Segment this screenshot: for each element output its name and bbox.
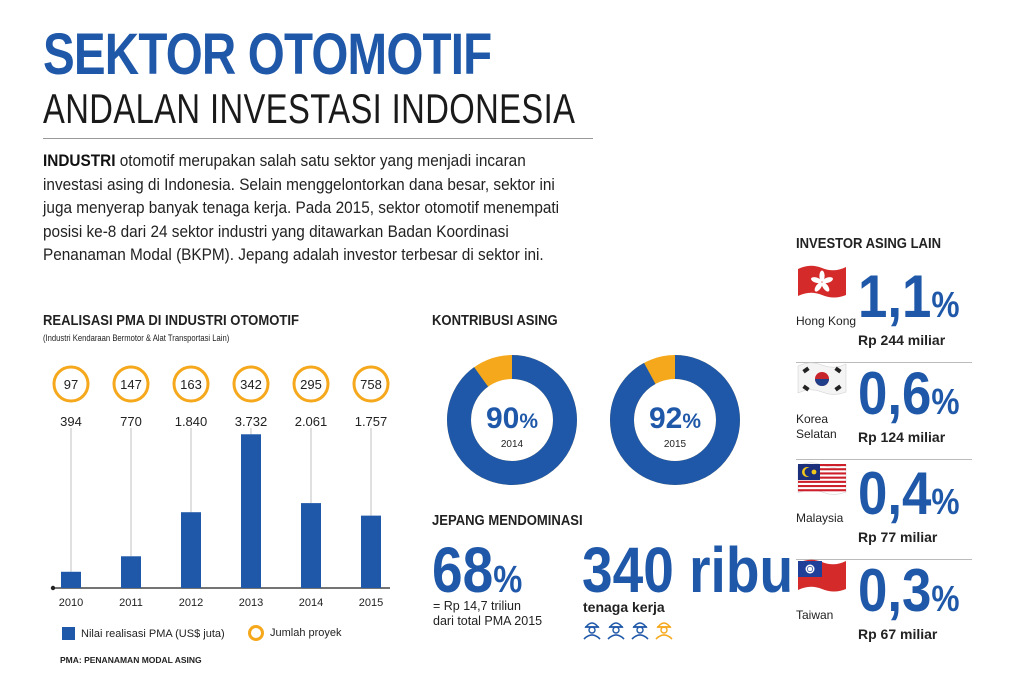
- page-title: SEKTOR OTOMOTIF: [43, 22, 492, 87]
- project-count-2014: 295: [300, 377, 322, 392]
- jepang-workers-caption: tenaga kerja: [583, 599, 665, 615]
- project-ring-2015: [352, 365, 390, 403]
- investor-share: 0,3%: [858, 557, 960, 624]
- investor-country: Taiwan: [796, 608, 834, 622]
- investor-country-label: Hong Kong: [796, 314, 856, 329]
- pma-bar-chart: 97 394 2010 147 770 2011 163 1.840 2012 342 3.732 2…: [50, 365, 390, 609]
- project-ring-2012: [172, 365, 210, 403]
- investor-country: Selatan: [796, 427, 837, 441]
- worker-icon: [583, 622, 601, 640]
- worker-icons: [582, 618, 674, 640]
- bar-value-2015: 1.757: [355, 414, 388, 429]
- donut-2015-value: 92%: [648, 402, 702, 435]
- legend-bar-label: Nilai realisasi PMA (US$ juta): [81, 627, 225, 640]
- jepang-heading: JEPANG MENDOMINASI: [432, 513, 583, 529]
- donut-foreign-segment: [610, 355, 740, 485]
- investor-divider: [796, 559, 972, 560]
- x-tick-2014: 2014: [299, 597, 323, 609]
- intro-text: otomotif merupakan salah satu sektor yan…: [43, 152, 560, 264]
- investor-amount: Rp 77 miliar: [858, 529, 938, 545]
- donut-2014-year: 2014: [500, 439, 524, 450]
- investor-country-label: Taiwan: [796, 608, 833, 623]
- worker-icon: [655, 622, 673, 640]
- x-tick-2011: 2011: [119, 597, 143, 609]
- project-ring-2011: [112, 365, 150, 403]
- page-subtitle: ANDALAN INVESTASI INDONESIA: [43, 85, 576, 132]
- investor-divider: [796, 362, 972, 363]
- malaysia-flag-icon: [797, 462, 847, 495]
- hong-kong-flag-icon: [798, 265, 846, 298]
- investor-amount: Rp 244 miliar: [858, 332, 946, 348]
- project-count-2011: 147: [120, 377, 142, 392]
- investor-amount: Rp 67 miliar: [858, 626, 938, 642]
- investor-row: Malaysia 0,4% Rp 77 miliar: [796, 460, 972, 560]
- kontribusi-heading: KONTRIBUSI ASING: [432, 313, 558, 329]
- investor-country: Malaysia: [796, 511, 844, 525]
- legend-ring-swatch: [248, 625, 264, 641]
- investor-share: 1,1%: [858, 263, 960, 330]
- x-tick-2013: 2013: [239, 597, 263, 609]
- donut-2014-ring: [447, 355, 577, 485]
- project-ring-2014: [292, 365, 330, 403]
- bar-value-2010: 394: [60, 414, 82, 429]
- legend-ring-label: Jumlah proyek: [270, 627, 342, 639]
- investor-share: 0,4%: [858, 460, 960, 527]
- intro-paragraph: INDUSTRI otomotif merupakan salah satu s…: [43, 150, 564, 268]
- legend-bar: Nilai realisasi PMA (US$ juta): [62, 627, 225, 640]
- bar-value-2011: 770: [120, 414, 142, 429]
- project-count-2010: 97: [64, 377, 78, 392]
- title-divider: [43, 138, 593, 139]
- investor-country: Hong Kong: [796, 314, 857, 328]
- bar-2010: [61, 571, 81, 588]
- project-count-2012: 163: [180, 377, 202, 392]
- jepang-value-line2: dari total PMA 2015: [433, 614, 543, 628]
- bar-2014: [301, 503, 321, 588]
- south-korea-flag-icon: [797, 362, 847, 395]
- worker-icon: [631, 622, 649, 640]
- pma-note: (Industri Kendaraan Bermotor & Alat Tran…: [43, 333, 230, 343]
- pma-heading: REALISASI PMA DI INDUSTRI OTOMOTIF: [43, 313, 299, 329]
- investor-heading: INVESTOR ASING LAIN: [796, 236, 942, 252]
- project-ring-2013: [232, 365, 270, 403]
- jepang-value-line1: = Rp 14,7 triliun: [433, 599, 521, 613]
- bar-2015: [361, 515, 381, 588]
- legend-bar-swatch: [62, 627, 75, 640]
- taiwan-flag-icon: [798, 559, 846, 592]
- investor-row: Hong Kong 1,1% Rp 244 miliar: [796, 263, 972, 363]
- investor-country-label: Malaysia: [796, 511, 843, 526]
- investor-country-label: Korea Selatan: [796, 412, 837, 442]
- x-tick-2012: 2012: [179, 597, 203, 609]
- x-tick-2015: 2015: [359, 597, 383, 609]
- project-count-2013: 342: [240, 377, 262, 392]
- donut-2014: 90% 2014: [447, 355, 577, 485]
- bar-2013: [241, 434, 261, 588]
- bar-value-2013: 3.732: [235, 414, 268, 429]
- investor-share: 0,6%: [858, 360, 960, 427]
- intro-lead: INDUSTRI: [43, 152, 116, 170]
- investor-country: Korea: [796, 412, 829, 426]
- footnote: PMA: PENANAMAN MODAL ASING: [60, 655, 202, 665]
- investor-divider: [796, 459, 972, 460]
- x-tick-2010: 2010: [59, 597, 83, 609]
- axis-origin-dot: [50, 585, 56, 591]
- bar-2011: [121, 556, 141, 588]
- investor-row: Taiwan 0,3% Rp 67 miliar: [796, 557, 972, 657]
- bar-value-2014: 2.061: [295, 414, 328, 429]
- donut-2014-value: 90%: [485, 402, 539, 435]
- donut-2015-ring: [610, 355, 740, 485]
- jepang-workers: 340 ribu: [582, 534, 794, 606]
- investor-amount: Rp 124 miliar: [858, 429, 946, 445]
- project-ring-2010: [52, 365, 90, 403]
- project-count-2015: 758: [360, 377, 382, 392]
- jepang-share: 68%: [432, 534, 523, 606]
- worker-icon: [607, 622, 625, 640]
- donut-2015: 92% 2015: [610, 355, 740, 485]
- bar-value-2012: 1.840: [175, 414, 208, 429]
- bar-2012: [181, 512, 201, 588]
- legend-ring: Jumlah proyek: [248, 625, 342, 641]
- donut-foreign-segment: [447, 355, 577, 485]
- investor-row: Korea Selatan 0,6% Rp 124 miliar: [796, 360, 972, 460]
- donut-2015-year: 2015: [663, 439, 687, 450]
